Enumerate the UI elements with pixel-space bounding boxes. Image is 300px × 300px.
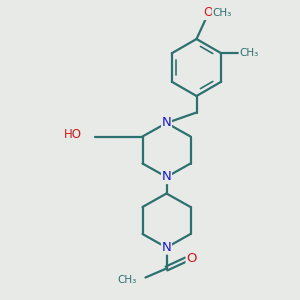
Text: CH₃: CH₃: [212, 8, 232, 18]
Text: CH₃: CH₃: [118, 275, 137, 285]
Text: CH₃: CH₃: [239, 48, 258, 58]
Text: N: N: [162, 116, 171, 130]
Text: O: O: [203, 6, 213, 20]
Text: HO: HO: [64, 128, 82, 141]
Text: N: N: [162, 241, 171, 254]
Text: N: N: [162, 170, 171, 184]
Text: O: O: [186, 251, 197, 265]
